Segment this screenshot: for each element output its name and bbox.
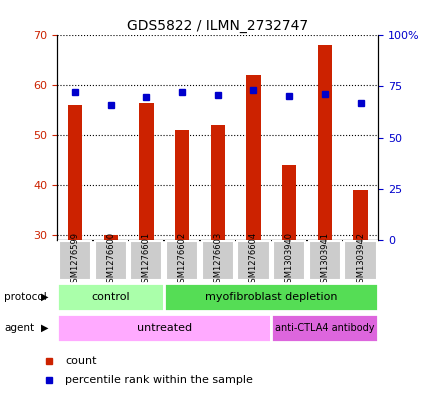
Bar xyxy=(318,45,332,240)
FancyBboxPatch shape xyxy=(57,314,271,342)
FancyBboxPatch shape xyxy=(345,241,377,280)
Text: GSM1276599: GSM1276599 xyxy=(70,232,80,288)
Bar xyxy=(139,103,154,240)
Text: GSM1276600: GSM1276600 xyxy=(106,232,115,288)
Text: percentile rank within the sample: percentile rank within the sample xyxy=(65,375,253,386)
Text: GSM1303940: GSM1303940 xyxy=(285,232,293,288)
Text: control: control xyxy=(92,292,130,302)
Bar xyxy=(246,75,260,240)
Bar xyxy=(211,125,225,240)
FancyBboxPatch shape xyxy=(166,241,198,280)
Bar xyxy=(282,165,296,240)
Text: agent: agent xyxy=(4,323,34,333)
FancyBboxPatch shape xyxy=(202,241,234,280)
Bar xyxy=(68,105,82,240)
FancyBboxPatch shape xyxy=(238,241,270,280)
FancyBboxPatch shape xyxy=(57,283,164,311)
Text: GSM1276601: GSM1276601 xyxy=(142,232,151,288)
Text: count: count xyxy=(65,356,96,366)
FancyBboxPatch shape xyxy=(59,241,91,280)
Text: anti-CTLA4 antibody: anti-CTLA4 antibody xyxy=(275,323,374,333)
Bar xyxy=(103,235,118,240)
Text: GSM1276602: GSM1276602 xyxy=(178,232,187,288)
Text: GSM1276603: GSM1276603 xyxy=(213,232,222,288)
FancyBboxPatch shape xyxy=(130,241,162,280)
Text: GSM1303941: GSM1303941 xyxy=(320,232,330,288)
Text: ▶: ▶ xyxy=(41,292,48,302)
FancyBboxPatch shape xyxy=(271,314,378,342)
Text: ▶: ▶ xyxy=(41,323,48,333)
Text: GSM1276604: GSM1276604 xyxy=(249,232,258,288)
Text: untreated: untreated xyxy=(137,323,192,333)
FancyBboxPatch shape xyxy=(309,241,341,280)
FancyBboxPatch shape xyxy=(164,283,378,311)
FancyBboxPatch shape xyxy=(95,241,127,280)
Bar xyxy=(175,130,189,240)
Text: protocol: protocol xyxy=(4,292,47,302)
FancyBboxPatch shape xyxy=(273,241,305,280)
Text: myofibroblast depletion: myofibroblast depletion xyxy=(205,292,337,302)
Title: GDS5822 / ILMN_2732747: GDS5822 / ILMN_2732747 xyxy=(127,19,308,33)
Text: GSM1303942: GSM1303942 xyxy=(356,232,365,288)
Bar xyxy=(353,190,368,240)
